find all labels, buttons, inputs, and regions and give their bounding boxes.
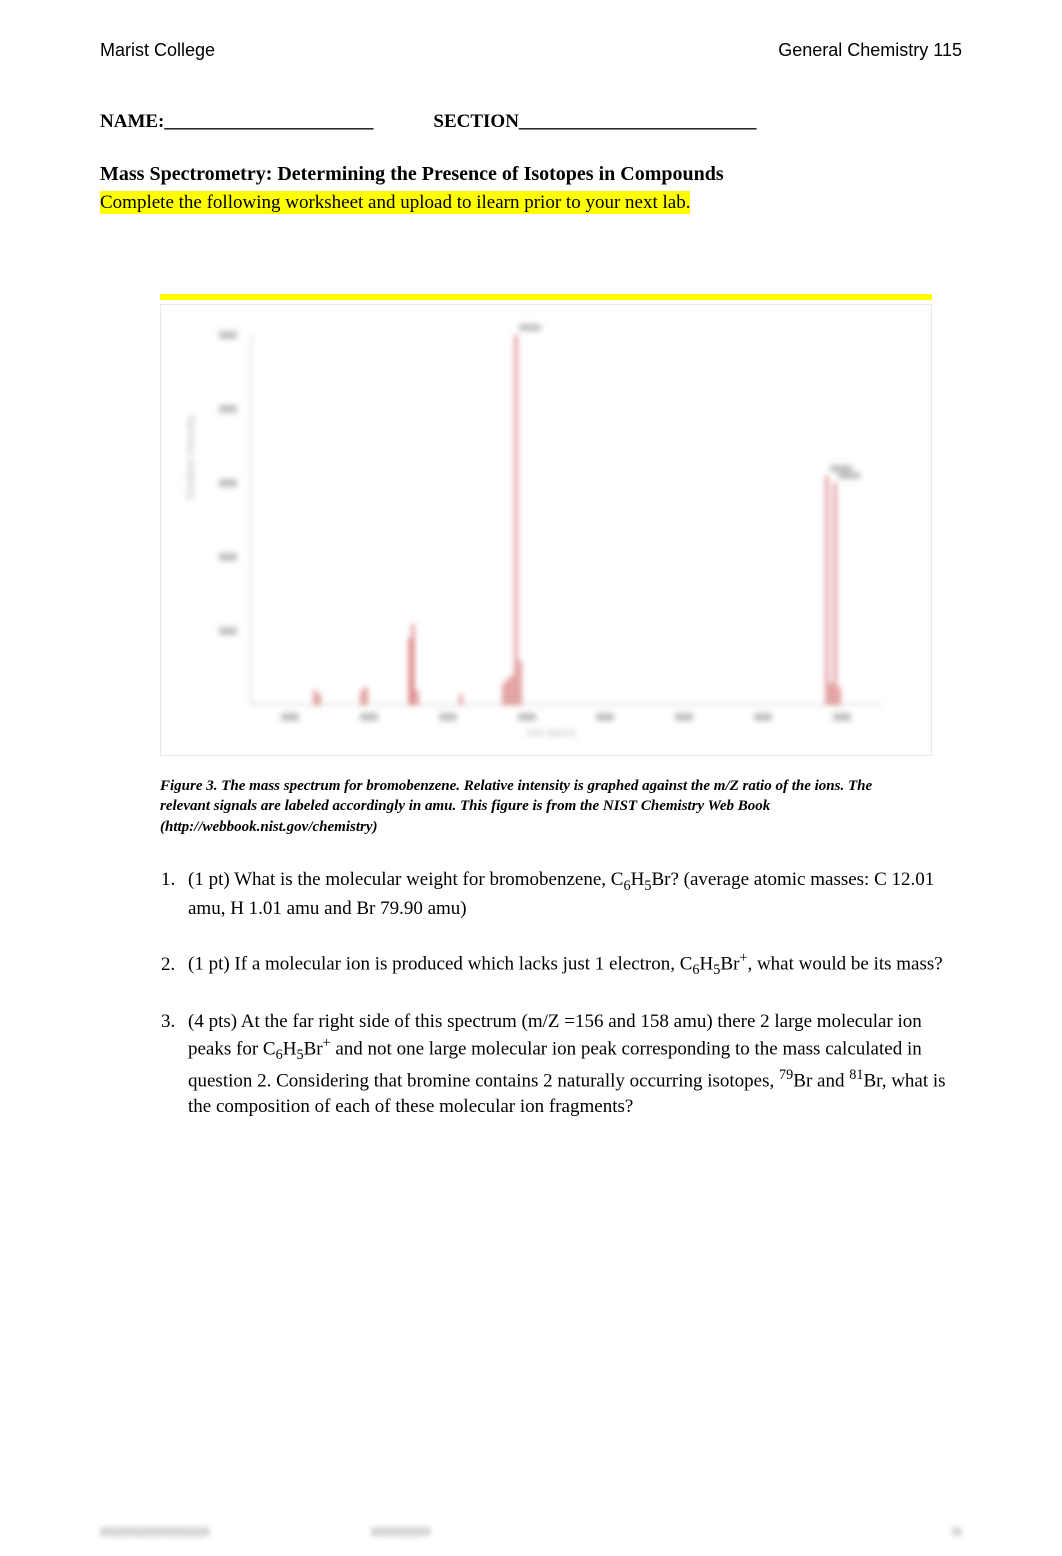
- q2-H: H: [700, 954, 714, 975]
- y-axis: [251, 335, 252, 705]
- footer-right: 4: [952, 1527, 962, 1536]
- spectrum-peak: [838, 687, 840, 706]
- spectrum-peak: [314, 690, 316, 705]
- spectrum-peak: [515, 335, 517, 705]
- instruction-highlight: Complete the following worksheet and upl…: [100, 191, 690, 214]
- x-tick: [360, 713, 378, 721]
- q1-text-a: (1 pt) What is the molecular weight for …: [188, 869, 623, 890]
- y-tick: [219, 331, 237, 339]
- q1-H: H: [631, 869, 645, 890]
- question-2: (1 pt) If a molecular ion is produced wh…: [180, 949, 962, 980]
- spectrum-peak: [507, 679, 509, 705]
- page-title: Mass Spectrometry: Determining the Prese…: [100, 163, 962, 186]
- sup-79: 79: [779, 1067, 793, 1083]
- chart-plot-area: Relative Intensity m/z (amu): [201, 325, 901, 745]
- section-label: SECTION_________________________: [433, 111, 756, 133]
- x-tick: [754, 713, 772, 721]
- x-axis: [251, 704, 881, 705]
- page-footer: Mass Spectroscopy v 040119 4: [100, 1527, 962, 1536]
- mass-spectrum-chart: Relative Intensity m/z (amu): [160, 294, 932, 756]
- figure-caption: Figure 3. The mass spectrum for bromoben…: [160, 776, 922, 837]
- q2-text-b: , what would be its mass?: [747, 954, 942, 975]
- q3-H: H: [283, 1039, 297, 1060]
- spectrum-peak: [830, 683, 832, 705]
- sub-6b: 6: [692, 963, 699, 979]
- x-tick: [596, 713, 614, 721]
- sup-plus-b: +: [323, 1035, 331, 1051]
- spectrum-peak: [365, 687, 367, 706]
- question-1: (1 pt) What is the molecular weight for …: [180, 867, 962, 922]
- header-right: General Chemistry 115: [778, 40, 962, 61]
- y-tick: [219, 479, 237, 487]
- q2-Br: Br: [720, 954, 739, 975]
- page-header: Marist College General Chemistry 115: [100, 40, 962, 61]
- x-tick: [833, 713, 851, 721]
- spectrum-peak: [318, 694, 320, 705]
- sub-6c: 6: [276, 1048, 283, 1064]
- y-tick: [219, 405, 237, 413]
- name-section-row: NAME:______________________ SECTION_____…: [100, 111, 962, 133]
- x-tick: [439, 713, 457, 721]
- y-tick: [219, 627, 237, 635]
- spectrum-peak: [412, 624, 414, 705]
- question-list: (1 pt) What is the molecular weight for …: [160, 867, 962, 1120]
- q3-text-c: Br and: [793, 1070, 849, 1091]
- spectrum-peak: [826, 476, 828, 705]
- chart-highlight-bar: [160, 294, 932, 300]
- x-tick: [518, 713, 536, 721]
- spectrum-peak: [361, 690, 363, 705]
- footer-left: Mass Spectroscopy: [100, 1527, 210, 1536]
- spectrum-peak: [503, 683, 505, 705]
- header-left: Marist College: [100, 40, 215, 61]
- spectrum-peak: [409, 638, 411, 705]
- x-axis-label: m/z (amu): [526, 727, 576, 739]
- q2-text-a: (1 pt) If a molecular ion is produced wh…: [188, 954, 692, 975]
- q3-Br: Br: [304, 1039, 323, 1060]
- sub-6: 6: [623, 878, 630, 894]
- peak-annotation: [838, 472, 860, 479]
- chart-box: Relative Intensity m/z (amu): [160, 304, 932, 756]
- question-3: (4 pts) At the far right side of this sp…: [180, 1009, 962, 1120]
- peak-annotation: [830, 465, 852, 472]
- x-tick: [281, 713, 299, 721]
- instruction-line: Complete the following worksheet and upl…: [100, 192, 962, 214]
- peak-annotation: [519, 324, 541, 331]
- y-tick: [219, 553, 237, 561]
- sup-81: 81: [849, 1067, 863, 1083]
- sub-5c: 5: [296, 1048, 303, 1064]
- spectrum-peak: [511, 675, 513, 705]
- x-tick: [675, 713, 693, 721]
- spectrum-peak: [460, 694, 462, 705]
- y-axis-label: Relative Intensity: [185, 415, 197, 499]
- name-label: NAME:______________________: [100, 111, 373, 133]
- spectrum-peak: [416, 690, 418, 705]
- footer-center: v 040119: [371, 1527, 431, 1536]
- spectrum-peak: [519, 661, 521, 705]
- spectrum-peak: [834, 483, 836, 705]
- title-block: Mass Spectrometry: Determining the Prese…: [100, 163, 962, 214]
